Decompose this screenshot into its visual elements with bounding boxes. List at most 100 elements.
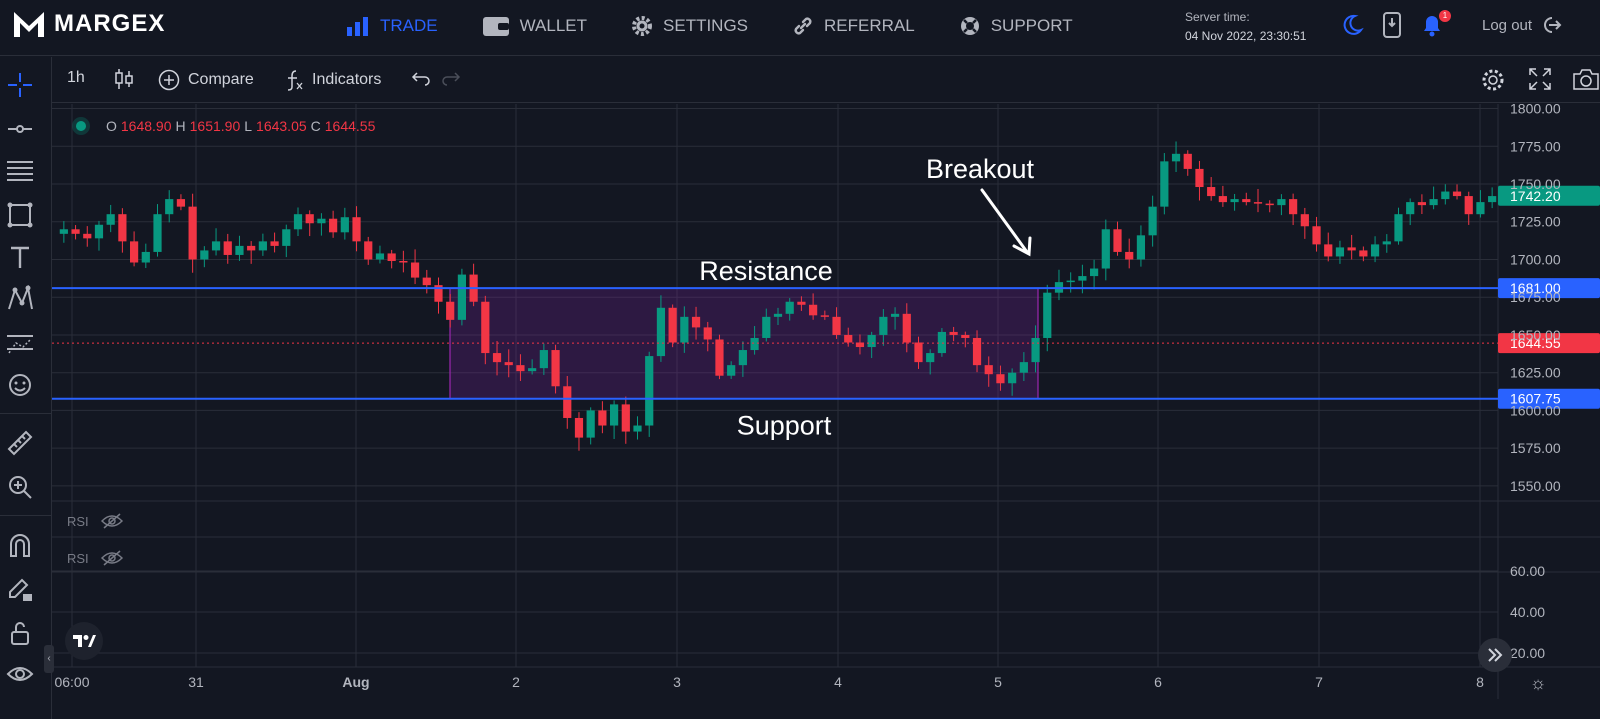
tradingview-logo[interactable]: [65, 622, 103, 660]
candle-body: [375, 253, 385, 260]
price-tag: [1498, 333, 1600, 354]
candle-body: [1230, 199, 1239, 203]
ruler-tool[interactable]: [6, 429, 34, 457]
breakout-label: Breakout: [926, 154, 1035, 184]
eye-off-icon[interactable]: [100, 513, 123, 529]
brand-logo[interactable]: MARGEX: [12, 9, 165, 39]
nav-referral[interactable]: REFERRAL: [792, 15, 915, 37]
unlock-icon: [11, 622, 29, 645]
candle-body: [1441, 191, 1450, 200]
rsi-indicator-row-2[interactable]: RSI: [67, 550, 123, 566]
chart-annotations: Resistance Support Breakout: [699, 154, 1034, 441]
scroll-to-realtime-button[interactable]: [1478, 638, 1512, 672]
rsi-indicator-row-1[interactable]: RSI: [67, 513, 123, 529]
candle-body: [820, 315, 829, 317]
rectangle-tool[interactable]: [6, 201, 34, 229]
price-tick-label: 1700.00: [1510, 251, 1561, 267]
emoji-tool[interactable]: [6, 371, 34, 399]
logout-button[interactable]: Log out: [1482, 15, 1562, 35]
price-levels: 1742.20 1681.00 1644.55 1607.75: [52, 185, 1600, 409]
candle-body: [1406, 202, 1415, 215]
text-tool[interactable]: [6, 243, 34, 271]
candle-body: [996, 374, 1005, 384]
price-chart[interactable]: 1742.20 1681.00 1644.55 1607.75 Resistance S…: [52, 104, 1600, 719]
nav-trade[interactable]: TRADE: [346, 16, 438, 36]
forecast-tool[interactable]: [6, 329, 34, 357]
redo-button[interactable]: [442, 69, 462, 87]
candle-body: [926, 353, 935, 363]
candle-body: [1429, 199, 1438, 206]
price-tag: [1498, 388, 1600, 409]
pattern-tool[interactable]: [6, 285, 34, 313]
nav-wallet[interactable]: WALLET: [482, 15, 587, 37]
candle-body: [83, 233, 92, 239]
snapshot-button[interactable]: [1572, 67, 1600, 91]
candle-body: [446, 301, 455, 320]
compare-button[interactable]: Compare: [158, 69, 254, 91]
ohlc-high-label: H: [175, 118, 186, 134]
eye-off-icon[interactable]: [100, 550, 123, 566]
double-chevron-right-icon: [1488, 648, 1503, 662]
time-tick-label: 31: [188, 674, 204, 690]
candle-body: [902, 313, 911, 343]
collapse-toolbar-icon[interactable]: ‹: [44, 645, 54, 673]
trend-line-tool[interactable]: [6, 115, 34, 143]
indicators-button[interactable]: Indicators: [284, 69, 381, 91]
candle-body: [130, 241, 139, 263]
magnet-tool[interactable]: [6, 531, 34, 559]
undo-button[interactable]: [410, 69, 430, 87]
candle-body: [586, 410, 595, 438]
fib-tool[interactable]: [6, 157, 34, 185]
gear-icon: [632, 16, 653, 36]
candle-body: [1113, 229, 1122, 252]
price-tag: [1498, 185, 1600, 206]
ruler-icon: [7, 430, 33, 456]
candle-body: [879, 316, 888, 335]
nav-settings[interactable]: SETTINGS: [631, 15, 748, 37]
gear-icon: [1482, 69, 1504, 91]
rsi-label-1: RSI: [67, 513, 89, 529]
chart-settings-button[interactable]: [1480, 67, 1506, 93]
crosshair-tool[interactable]: [6, 71, 34, 99]
price-tick-label: 1775.00: [1510, 138, 1561, 154]
candle-body: [457, 274, 466, 320]
candle-body: [797, 301, 806, 305]
rectangle-icon: [7, 202, 33, 228]
lock-drawing-tool[interactable]: [6, 575, 34, 603]
time-tick-label: 5: [994, 674, 1002, 690]
ohlc-open-label: O: [106, 118, 117, 134]
candle-body: [984, 365, 993, 375]
candle-body: [340, 217, 349, 233]
candle-body: [949, 331, 958, 335]
bar-chart-icon: [347, 17, 368, 36]
chart-type-button[interactable]: [114, 67, 134, 91]
candle-body: [106, 214, 115, 225]
mobile-app-icon[interactable]: [1382, 12, 1402, 38]
lock-all-tool[interactable]: [6, 619, 34, 647]
time-tick-label: Aug: [342, 674, 369, 690]
candle-body: [1476, 202, 1485, 215]
candle-body: [1265, 203, 1274, 206]
candle-body: [773, 313, 783, 317]
nav-support[interactable]: SUPPORT: [959, 15, 1073, 37]
candle-body: [551, 350, 560, 387]
candle-body: [680, 316, 689, 343]
bell-icon[interactable]: [1420, 12, 1444, 38]
fullscreen-button[interactable]: [1528, 67, 1552, 91]
zoom-tool[interactable]: [6, 473, 34, 501]
hide-drawings-tool[interactable]: [6, 660, 34, 688]
candle-body: [656, 307, 666, 357]
interval-button[interactable]: 1h: [67, 69, 85, 87]
candle-body: [867, 334, 876, 348]
price-tick-label: 1600.00: [1510, 402, 1561, 418]
candle-body: [1008, 372, 1017, 384]
candle-body: [855, 342, 865, 348]
nav-wallet-label: WALLET: [519, 16, 588, 35]
price-tick-label: 1675.00: [1510, 289, 1561, 305]
indicators-label: Indicators: [312, 71, 382, 88]
moon-icon[interactable]: [1340, 13, 1364, 37]
notification-badge: 1: [1439, 10, 1451, 22]
candle-body: [176, 199, 186, 207]
candle-body: [738, 350, 747, 366]
candle-body: [305, 214, 314, 224]
